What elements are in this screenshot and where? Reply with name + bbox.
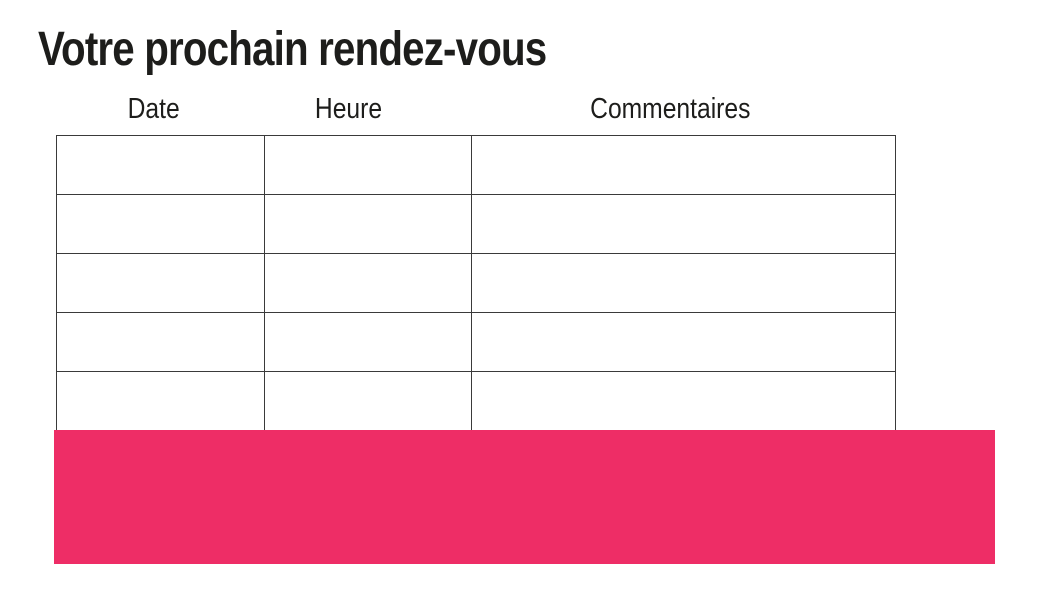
page-title: Votre prochain rendez-vous — [38, 23, 547, 76]
column-header-commentaires: Commentaires — [445, 90, 896, 128]
table-cell-date — [56, 253, 265, 313]
appointments-table — [56, 135, 896, 431]
table-row — [56, 253, 896, 313]
column-header-heure-label: Heure — [314, 92, 382, 125]
table-cell-heure — [264, 253, 472, 313]
pink-banner — [54, 430, 995, 564]
table-cell-commentaires — [471, 194, 896, 254]
table-cell-date — [56, 312, 265, 372]
table-cell-commentaires — [471, 371, 896, 431]
table-cell-date — [56, 371, 265, 431]
table-cell-heure — [264, 371, 472, 431]
table-cell-commentaires — [471, 253, 896, 313]
column-header-commentaires-label: Commentaires — [590, 92, 751, 125]
appointments-table-body — [56, 135, 896, 431]
table-cell-heure — [264, 194, 472, 254]
table-row — [56, 312, 896, 372]
table-column-headers: Date Heure Commentaires — [56, 90, 896, 128]
table-cell-date — [56, 135, 265, 195]
table-row — [56, 194, 896, 254]
table-cell-heure — [264, 312, 472, 372]
table-row — [56, 135, 896, 195]
table-cell-commentaires — [471, 312, 896, 372]
column-header-date-label: Date — [127, 92, 180, 125]
column-header-date: Date — [56, 90, 251, 128]
table-cell-heure — [264, 135, 472, 195]
column-header-heure: Heure — [251, 90, 445, 128]
table-cell-date — [56, 194, 265, 254]
table-cell-commentaires — [471, 135, 896, 195]
table-row — [56, 371, 896, 431]
